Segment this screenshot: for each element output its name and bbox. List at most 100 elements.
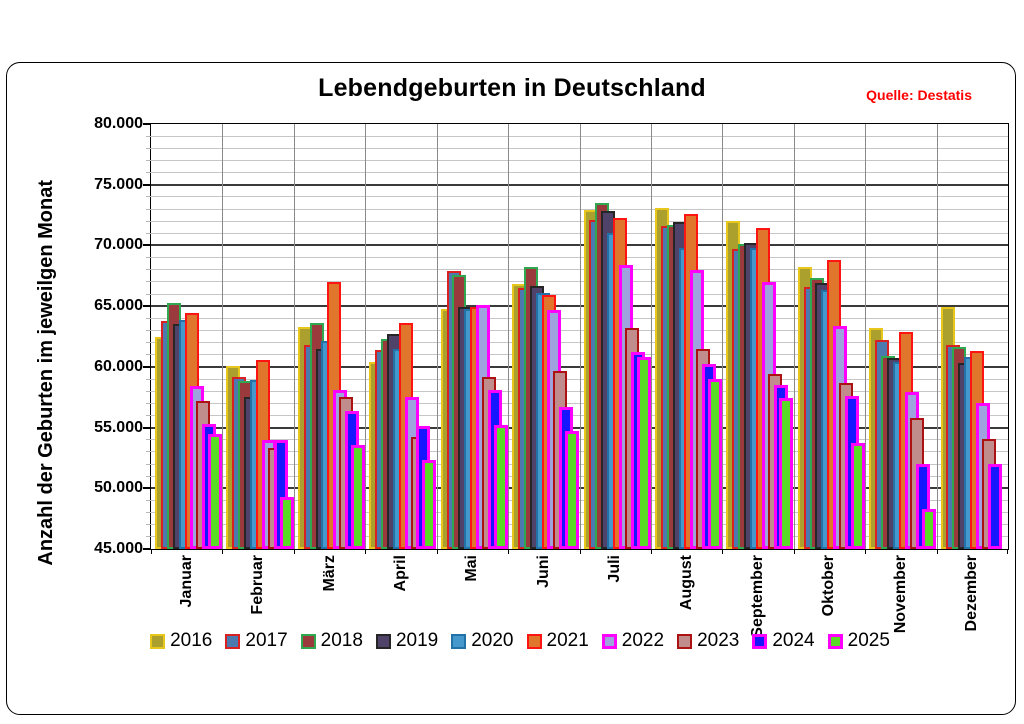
- y-axis-tick: [143, 244, 151, 247]
- y-tick-label: 55.000: [94, 418, 143, 436]
- y-axis-tick: [146, 293, 151, 295]
- y-axis-tick: [146, 512, 151, 514]
- y-tick-label: 65.000: [94, 297, 143, 315]
- y-axis-tick: [146, 208, 151, 210]
- y-axis-tick: [146, 439, 151, 441]
- y-axis-tick: [143, 365, 151, 368]
- y-axis-tick: [146, 378, 151, 380]
- x-axis-label: September: [722, 555, 793, 638]
- legend-swatch-icon: [150, 633, 166, 649]
- bar-2025-November: [922, 508, 937, 549]
- x-axis-label-text: August: [677, 555, 695, 611]
- bar-2025-September: [779, 398, 794, 549]
- legend: 2016 2017 2018 2019 2020 2021 2022 2023 2024 2025: [20, 628, 1020, 654]
- category-separator-line: [508, 124, 510, 549]
- x-axis-tick: [579, 549, 581, 554]
- x-axis-label: November: [865, 555, 936, 633]
- y-axis-tick: [146, 475, 151, 477]
- x-axis-tick: [650, 549, 652, 554]
- y-tick-label: 45.000: [94, 540, 143, 557]
- x-axis-label: Dezember: [937, 555, 1008, 631]
- y-axis-tick: [146, 463, 151, 465]
- x-axis-label-text: Mai: [463, 555, 481, 582]
- y-axis-tick: [143, 123, 151, 125]
- legend-swatch-icon: [300, 633, 316, 649]
- x-axis-label: August: [651, 555, 722, 610]
- y-axis-tick: [143, 426, 151, 429]
- y-axis-tick: [146, 196, 151, 198]
- category-separator-line: [936, 124, 938, 549]
- bar-2025-Mai: [493, 425, 508, 549]
- y-axis-tick: [146, 402, 151, 404]
- y-axis-tick: [146, 499, 151, 501]
- bar-2025-Juli: [636, 357, 651, 549]
- source-label: Quelle: Destatis: [866, 87, 972, 103]
- category-separator-line: [436, 124, 438, 549]
- x-axis-label-text: April: [391, 555, 409, 592]
- y-axis-tick: [146, 414, 151, 416]
- bar-2025-Februar: [279, 496, 294, 549]
- legend-label: 2024: [772, 630, 815, 651]
- x-axis-tick: [222, 549, 224, 554]
- x-axis-tick: [793, 549, 795, 554]
- x-axis-label: Januar: [151, 555, 222, 607]
- legend-item-2016: 2016: [150, 630, 212, 652]
- x-axis-tick: [436, 549, 438, 554]
- x-axis-tick: [293, 549, 295, 554]
- x-axis-label-text: Februar: [249, 555, 267, 615]
- x-axis-label-text: Oktober: [820, 555, 838, 617]
- x-axis-label-text: Juli: [606, 555, 624, 583]
- y-axis-tick: [146, 147, 151, 149]
- y-axis-tick: [146, 232, 151, 234]
- y-axis-tick: [146, 524, 151, 526]
- legend-swatch-icon: [677, 633, 693, 649]
- y-tick-label: 70.000: [94, 236, 143, 254]
- y-axis-tick: [146, 135, 151, 137]
- legend-label: 2018: [320, 630, 363, 651]
- x-axis-tick: [151, 549, 152, 554]
- legend-label: 2017: [245, 630, 288, 651]
- x-axis-label-text: März: [320, 555, 338, 592]
- legend-label: 2016: [170, 630, 213, 651]
- y-axis-tick: [143, 183, 151, 186]
- legend-swatch-icon: [526, 633, 542, 649]
- category-separator-line: [793, 124, 795, 549]
- x-axis-tick: [722, 549, 724, 554]
- legend-swatch-icon: [752, 633, 768, 649]
- legend-item-2018: 2018: [300, 630, 363, 652]
- legend-label: 2020: [471, 630, 514, 651]
- y-axis-tick: [146, 159, 151, 161]
- y-axis-tick: [146, 172, 151, 174]
- y-axis-tick: [146, 281, 151, 283]
- x-axis-label-text: Dezember: [963, 555, 981, 632]
- bar-2024-Dezember: [987, 464, 1002, 549]
- x-axis-label: Mai: [437, 555, 508, 582]
- legend-item-2023: 2023: [677, 630, 739, 652]
- y-axis-tick: [146, 220, 151, 222]
- category-separator-line: [293, 124, 295, 549]
- y-axis-tick: [146, 342, 151, 344]
- legend-item-2019: 2019: [375, 630, 439, 652]
- category-separator-line: [222, 124, 224, 549]
- x-axis-tick: [936, 549, 938, 554]
- bar-2025-Januar: [208, 433, 223, 549]
- x-axis-label: Oktober: [794, 555, 865, 616]
- legend-label: 2021: [546, 630, 589, 651]
- legend-swatch-icon: [225, 633, 241, 649]
- legend-label: 2022: [621, 630, 665, 651]
- bar-2025-März: [350, 444, 365, 549]
- x-axis-label: Juni: [508, 555, 579, 588]
- legend-item-2024: 2024: [752, 630, 815, 652]
- legend-label: 2025: [847, 630, 890, 651]
- y-axis-tick: [143, 548, 151, 550]
- y-axis-tick: [146, 257, 151, 259]
- x-axis-label-text: November: [891, 555, 909, 634]
- legend-item-2022: 2022: [601, 630, 665, 652]
- x-axis-label-text: Januar: [177, 555, 195, 608]
- y-axis-tick: [146, 451, 151, 453]
- category-separator-line: [722, 124, 724, 549]
- y-axis-tick: [143, 487, 151, 490]
- legend-label: 2019: [395, 630, 439, 651]
- y-axis-tick: [143, 305, 151, 308]
